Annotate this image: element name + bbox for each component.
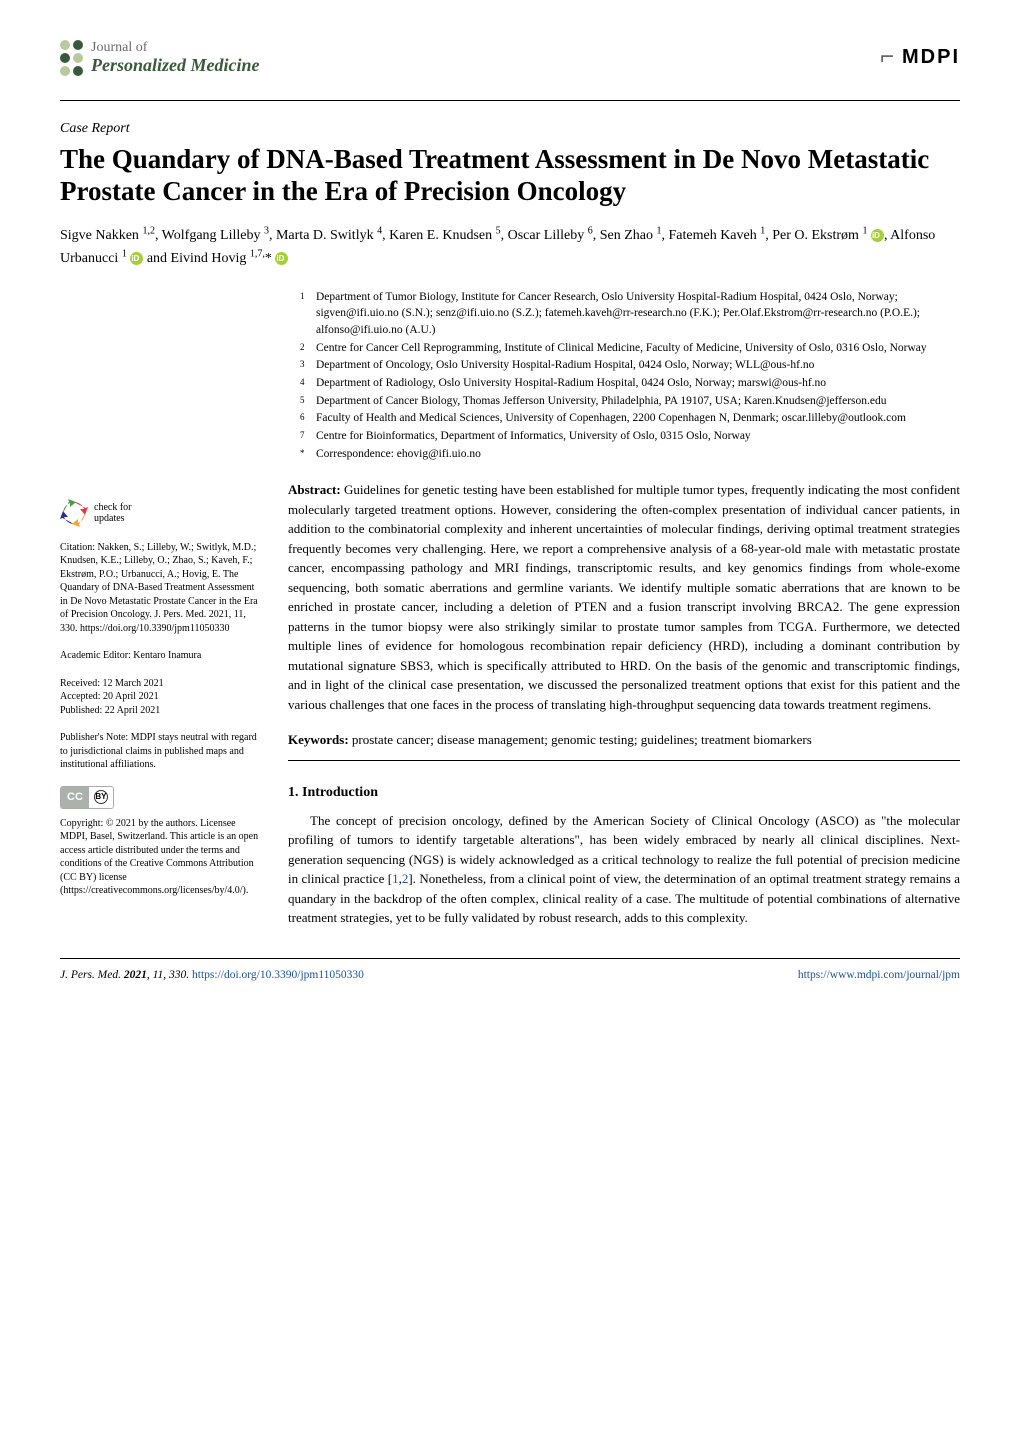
aff-num: 5 xyxy=(300,393,316,410)
affiliation-row: 1Department of Tumor Biology, Institute … xyxy=(300,289,960,339)
section-1-body: The concept of precision oncology, defin… xyxy=(288,811,960,928)
aff-num: 1 xyxy=(300,289,316,339)
journal-logo: Journal of Personalized Medicine xyxy=(60,40,260,76)
aff-num: 2 xyxy=(300,340,316,357)
aff-num: 6 xyxy=(300,410,316,427)
citation-text: Citation: Nakken, S.; Lilleby, W.; Switl… xyxy=(60,542,258,634)
publisher-name: MDPI xyxy=(902,43,960,71)
footer-left: J. Pers. Med. 2021, 11, 330. https://doi… xyxy=(60,967,364,983)
check-updates-icon xyxy=(60,499,88,527)
mdpi-bracket-left: ⌐ xyxy=(880,40,896,74)
affiliation-row: 2Centre for Cancer Cell Reprogramming, I… xyxy=(300,340,960,357)
aff-text: Department of Tumor Biology, Institute f… xyxy=(316,289,960,339)
aff-text: Correspondence: ehovig@ifi.uio.no xyxy=(316,446,481,463)
check-updates-line1: check for xyxy=(94,502,131,513)
section-1-heading: 1. Introduction xyxy=(288,783,960,803)
check-updates[interactable]: check for updates xyxy=(60,499,260,527)
article-title: The Quandary of DNA-Based Treatment Asse… xyxy=(60,143,960,208)
abstract-text: Guidelines for genetic testing have been… xyxy=(288,482,960,712)
article-type: Case Report xyxy=(60,119,960,139)
keywords: Keywords: prostate cancer; disease manag… xyxy=(288,730,960,761)
publisher-logo: ⌐ MDPI xyxy=(880,40,960,74)
aff-text: Department of Cancer Biology, Thomas Jef… xyxy=(316,393,886,410)
journal-name: Journal of Personalized Medicine xyxy=(91,40,260,75)
affiliation-row: 5Department of Cancer Biology, Thomas Je… xyxy=(300,393,960,410)
affiliation-row: 7Centre for Bioinformatics, Department o… xyxy=(300,428,960,445)
accepted-date: Accepted: 20 April 2021 xyxy=(60,690,260,704)
main-content: 1Department of Tumor Biology, Institute … xyxy=(288,289,960,928)
journal-logo-icon xyxy=(60,40,83,76)
cc-badge-left: CC xyxy=(61,787,89,808)
cc-by-icon: BY xyxy=(94,790,108,804)
aff-num: 3 xyxy=(300,357,316,374)
journal-url-link[interactable]: https://www.mdpi.com/journal/jpm xyxy=(798,969,960,981)
aff-text: Centre for Bioinformatics, Department of… xyxy=(316,428,751,445)
orcid-icon[interactable] xyxy=(275,252,288,265)
received-date: Received: 12 March 2021 xyxy=(60,677,260,691)
authors-line: Sigve Nakken 1,2, Wolfgang Lilleby 3, Ma… xyxy=(60,223,960,268)
keywords-label: Keywords: xyxy=(288,732,352,747)
ref-link-1[interactable]: 1 xyxy=(392,871,399,886)
header-row: Journal of Personalized Medicine ⌐ MDPI xyxy=(60,40,960,76)
affiliation-row: 6Faculty of Health and Medical Sciences,… xyxy=(300,410,960,427)
main-columns: check for updates Citation: Nakken, S.; … xyxy=(60,289,960,928)
aff-text: Department of Oncology, Oslo University … xyxy=(316,357,814,374)
aff-num: * xyxy=(300,446,316,463)
affiliations: 1Department of Tumor Biology, Institute … xyxy=(288,289,960,463)
orcid-icon[interactable] xyxy=(130,252,143,265)
published-date: Published: 22 April 2021 xyxy=(60,704,260,718)
publisher-note-block: Publisher's Note: MDPI stays neutral wit… xyxy=(60,731,260,772)
editor-block: Academic Editor: Kentaro Inamura xyxy=(60,649,260,663)
cc-license-badge[interactable]: CC BY xyxy=(60,786,260,809)
doi-link[interactable]: https://doi.org/10.3390/jpm11050330 xyxy=(192,969,364,981)
keywords-text: prostate cancer; disease management; gen… xyxy=(352,732,812,747)
footer-right: https://www.mdpi.com/journal/jpm xyxy=(798,967,960,983)
aff-text: Centre for Cancer Cell Reprogramming, In… xyxy=(316,340,927,357)
aff-num: 7 xyxy=(300,428,316,445)
dates-block: Received: 12 March 2021 Accepted: 20 Apr… xyxy=(60,677,260,718)
orcid-icon[interactable] xyxy=(871,229,884,242)
affiliation-row: 3Department of Oncology, Oslo University… xyxy=(300,357,960,374)
aff-num: 4 xyxy=(300,375,316,392)
abstract: Abstract: Guidelines for genetic testing… xyxy=(288,480,960,714)
aff-text: Department of Radiology, Oslo University… xyxy=(316,375,826,392)
affiliation-row: *Correspondence: ehovig@ifi.uio.no xyxy=(300,446,960,463)
affiliation-row: 4Department of Radiology, Oslo Universit… xyxy=(300,375,960,392)
citation-block: Citation: Nakken, S.; Lilleby, W.; Switl… xyxy=(60,541,260,636)
header-divider xyxy=(60,100,960,101)
check-updates-text: check for updates xyxy=(94,502,131,524)
aff-text: Faculty of Health and Medical Sciences, … xyxy=(316,410,906,427)
journal-name-top: Journal of xyxy=(91,40,260,55)
abstract-label: Abstract: xyxy=(288,482,344,497)
copyright-block: Copyright: © 2021 by the authors. Licens… xyxy=(60,817,260,898)
sidebar: check for updates Citation: Nakken, S.; … xyxy=(60,289,260,928)
footer: J. Pers. Med. 2021, 11, 330. https://doi… xyxy=(60,958,960,983)
cc-badge-right: BY xyxy=(89,787,113,808)
check-updates-line2: updates xyxy=(94,513,131,524)
authors-text: Sigve Nakken 1,2, Wolfgang Lilleby 3, Ma… xyxy=(60,228,935,266)
ref-link-2[interactable]: 2 xyxy=(402,871,409,886)
journal-name-main: Personalized Medicine xyxy=(91,56,260,76)
